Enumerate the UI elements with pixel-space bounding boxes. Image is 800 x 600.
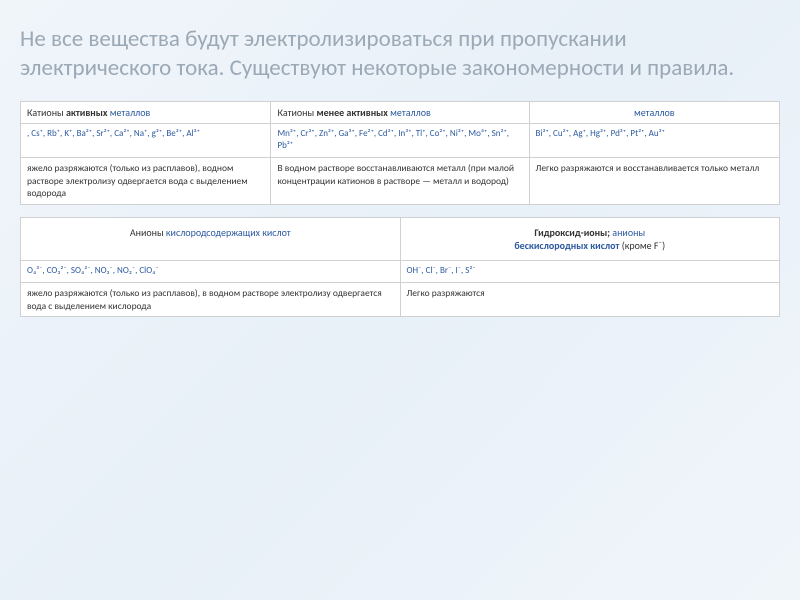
header-bold: активных	[66, 106, 107, 119]
header-link: металлов	[634, 106, 675, 119]
cation-ions-2: Mn²⁺, Cr³⁺, Zn²⁺, Ga³⁺, Fe²⁺, Cd²⁺, In³⁺…	[271, 123, 529, 157]
table-container: Катионы активных металлов Катионы менее …	[20, 101, 780, 318]
anion-desc-2: Легко разряжаются	[400, 282, 780, 317]
cation-ions-1: , Cs⁺, Rb⁺, K⁺, Ba²⁺, Sr²⁺, Ca²⁺, Na⁺, g…	[21, 123, 271, 157]
cation-desc-2: В водном растворе восстанавливаются мета…	[271, 157, 529, 204]
cation-ions-3: Bi³⁺, Cu²⁺, Ag⁺, Hg²⁺, Pd³⁺, Pt²⁺, Au³⁺	[529, 123, 779, 157]
anion-ions-1: O₄³⁻, CO₃²⁻, SO₄²⁻, NO₃⁻, NO₂⁻, ClO₄⁻	[21, 261, 401, 283]
header-text: Катионы	[277, 106, 316, 119]
cation-desc-3: Легко разряжаются и восстанавливается то…	[529, 157, 779, 204]
header-link: металлов	[388, 106, 431, 119]
cation-header-1: Катионы активных металлов	[21, 101, 271, 123]
header-text: Катионы	[27, 106, 66, 119]
cation-desc-1: яжело разряжаются (только из расплавов),…	[21, 157, 271, 204]
header-link: металлов	[107, 106, 150, 119]
cation-header-2: Катионы менее активных металлов	[271, 101, 529, 123]
anion-header-2: Гидроксид-ионы; анионы бескислородных ки…	[400, 218, 780, 261]
anion-header-1-link: кислородсодержащих кислот	[166, 226, 291, 239]
anion-header-1-pre: Анионы	[130, 226, 166, 239]
slide-title: Не все вещества будут электролизироватьс…	[20, 25, 780, 83]
anion-table: Анионы кислородсодержащих кислот Гидрокс…	[20, 217, 780, 317]
anion-header-2-line2: бескислородных кислот (кроме F⁻)	[409, 239, 772, 252]
anion-header-1: Анионы кислородсодержащих кислот	[21, 218, 401, 261]
anion-desc-1: яжело разряжаются (только из расплавов),…	[21, 282, 401, 317]
cation-header-3: металлов	[529, 101, 779, 123]
cation-table: Катионы активных металлов Катионы менее …	[20, 101, 780, 206]
anion-ions-2: OH⁻, Cl⁻, Br⁻, I⁻, S²⁻	[400, 261, 780, 283]
header-bold: менее активных	[316, 106, 387, 119]
anion-header-2-line1: Гидроксид-ионы; анионы	[409, 226, 772, 239]
